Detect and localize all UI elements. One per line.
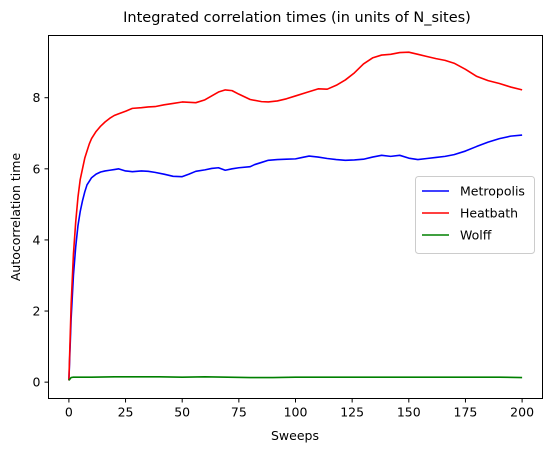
legend-label-wolff: Wolff [460,228,492,243]
x-tick-label: 150 [397,405,421,420]
y-tick-label: 6 [33,161,41,176]
y-tick-label: 8 [33,90,41,105]
y-axis-label: Autocorrelation time [8,153,23,282]
x-tick-label: 25 [118,405,134,420]
series-line-heatbath [68,51,523,381]
x-tick-label: 200 [510,405,534,420]
chart-title: Integrated correlation times (in units o… [123,10,471,26]
legend: Metropolis Heatbath Wolff [415,176,535,254]
y-axis-ticks: 0 2 4 6 8 [33,90,49,390]
x-tick-label: 0 [65,405,73,420]
series-lines [68,51,523,381]
series-line-metropolis [68,134,523,381]
x-tick-label: 50 [174,405,190,420]
x-tick-label: 75 [231,405,247,420]
plot-area: 0 25 50 75 100 125 150 175 200 0 2 4 6 8 [33,35,543,420]
x-tick-label: 125 [340,405,364,420]
series-line-wolff [68,376,523,381]
legend-label-heatbath: Heatbath [460,206,518,221]
x-tick-label: 100 [284,405,308,420]
y-tick-label: 2 [33,304,41,319]
x-axis-label: Sweeps [271,428,319,443]
y-tick-label: 4 [33,232,41,247]
x-axis-ticks: 0 25 50 75 100 125 150 175 200 [65,398,534,420]
legend-label-metropolis: Metropolis [460,184,525,199]
y-tick-label: 0 [33,375,41,390]
x-tick-label: 175 [454,405,478,420]
